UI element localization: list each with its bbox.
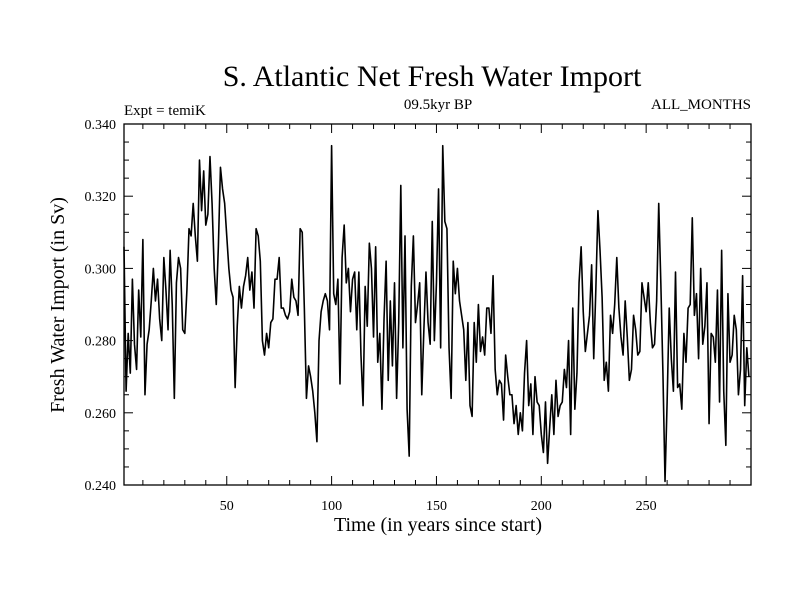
x-tick-label: 150 [426,499,447,514]
plot-frame [123,123,752,486]
experiment-label: Expt = temiK [124,103,206,119]
y-tick-label: 0.320 [85,190,117,205]
x-axis-label: Time (in years since start) [334,514,542,536]
series-line-fresh-water-import [123,144,750,483]
y-tick-label: 0.240 [85,479,117,494]
x-tick-label: 250 [636,499,657,514]
chart-title: S. Atlantic Net Fresh Water Import [223,60,642,93]
y-tick-label: 0.300 [85,262,117,277]
x-axis-ticks: 50 100 150 200 250 [142,124,752,514]
months-label: ALL_MONTHS [651,97,751,113]
x-tick-label: 200 [531,499,552,514]
series-group [123,144,750,483]
x-tick-label: 50 [220,499,234,514]
y-tick-label: 0.280 [85,335,117,350]
y-axis-label: Fresh Water Import (in Sv) [47,197,69,413]
period-label: 09.5kyr BP [404,97,472,113]
y-tick-label: 0.260 [85,407,117,422]
y-tick-label: 0.340 [85,118,117,133]
x-tick-label: 100 [321,499,342,514]
